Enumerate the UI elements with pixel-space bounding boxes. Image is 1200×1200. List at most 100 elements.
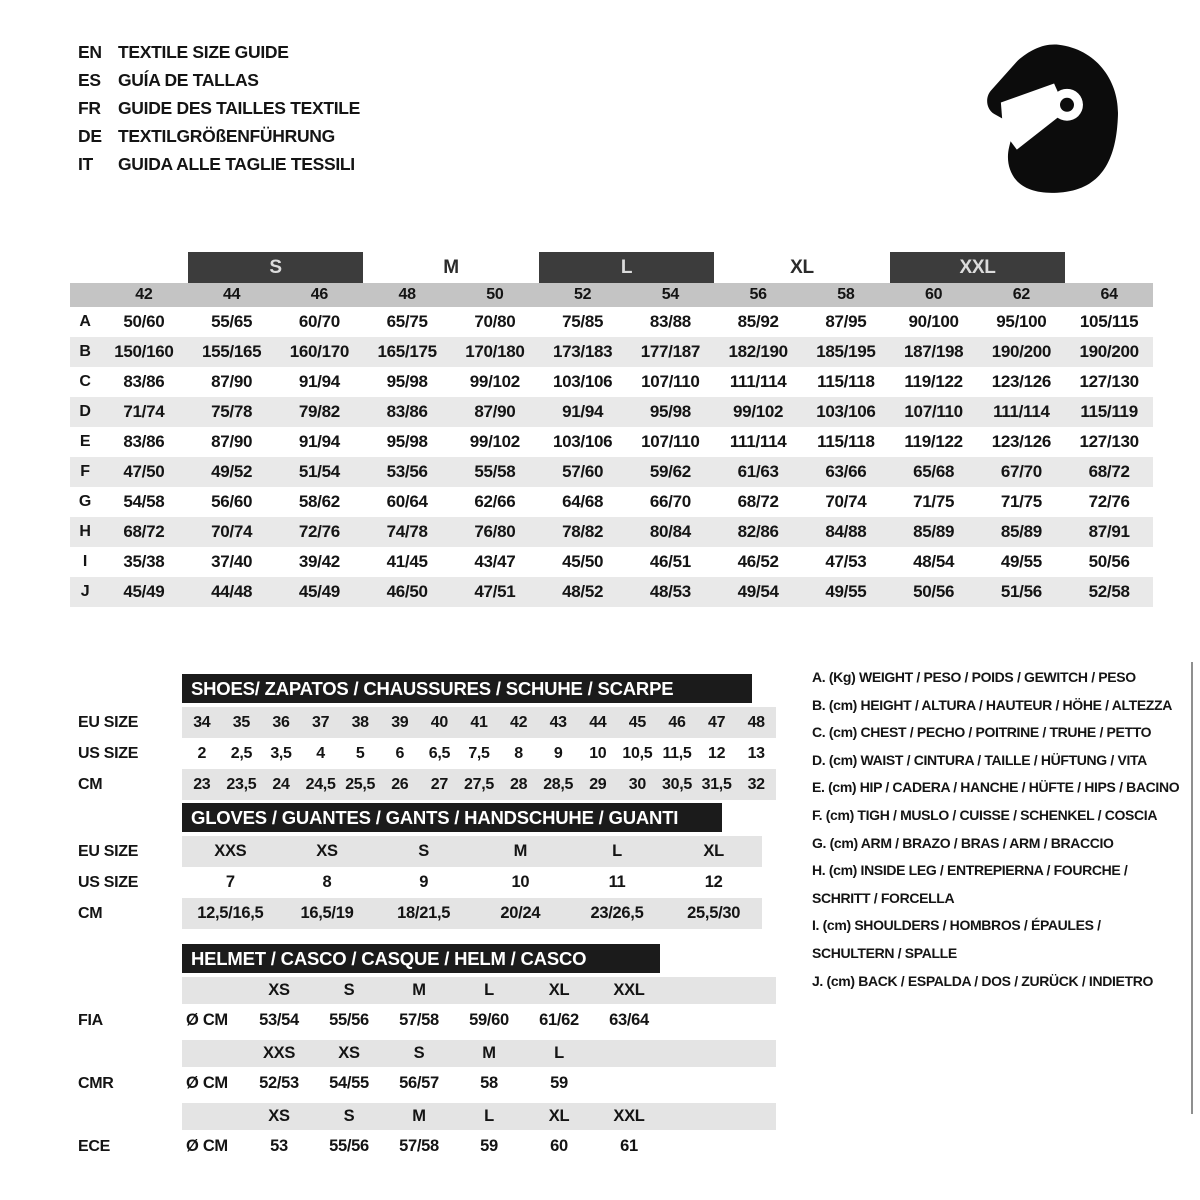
size-cell: 3,5 [270,744,292,762]
row-label: CM [78,775,103,793]
measurement-row: I 35/38 37/40 39/42 41/45 43/47 45/50 46/51 46/5… [70,547,1153,577]
size-cell: 28 [509,775,528,793]
value-band: 12,5/16,5 16,5/19 18/21,5 20/24 23/26,5 25,5/… [182,898,762,929]
value-band: Ø CM 53 55/56 57/58 59 60 61 [182,1130,776,1163]
diameter-cell: 53/54 [259,1011,299,1029]
size-number: 52 [574,286,592,303]
size-cell: 5 [355,744,365,762]
size-cell: 39 [391,713,409,731]
guide-title: GUIDE DES TAILLES TEXTILE [118,97,361,118]
measurement-cell: 53/56 [386,462,428,481]
size-cell: 36 [272,713,290,731]
measurement-cell: 67/70 [1000,462,1042,481]
measurement-cell: 45/50 [562,552,604,571]
size-cell: 25,5/30 [687,904,741,922]
size-number-row: 42 44 46 48 50 52 54 56 58 60 62 64 [70,283,1153,307]
row-letter: B [79,343,91,360]
size-group-s: S [187,252,364,283]
size-cell: XS [316,842,338,860]
measurement-cell: 87/91 [1088,522,1130,541]
measurement-cell: 46/52 [737,552,779,571]
size-row: US SIZE 2 2,5 3,5 4 5 6 6,5 7,5 8 9 10 10,5 11,5 12 13 [70,738,784,769]
size-cell: 10,5 [622,744,653,762]
measurement-cell: 85/89 [1000,522,1042,541]
size-cell: 37 [311,713,330,731]
measurement-cell: 76/80 [474,522,516,541]
size-number: 60 [925,286,943,303]
size-cell: S [418,842,430,860]
size-group-row: S M L XL XXL [70,252,1153,283]
measurement-cell: 99/102 [469,372,521,391]
standard-label: FIA [78,1011,103,1029]
size-cell: 16,5/19 [300,904,354,922]
size-cell: 30,5 [662,775,692,793]
language-code: EN [78,41,102,62]
size-cell: 20/24 [500,904,541,922]
measurement-cell: 44/48 [211,582,253,601]
size-row: EU SIZE 34 35 36 37 38 39 40 41 42 43 44 45 46 47 48 [70,707,784,738]
diameter-cell: 63/64 [609,1011,649,1029]
size-cell: 24,5 [305,775,336,793]
size-band: XXS XS S M L [182,1040,776,1067]
size-cell: 9 [553,744,563,762]
size-band: XS S M L XL XXL [182,977,776,1004]
measurement-cell: 51/56 [1000,582,1042,601]
size-cell: 23/26,5 [590,904,644,922]
language-title-list: EN TEXTILE SIZE GUIDE ES GUÍA DE TALLAS FR GU… [78,38,360,178]
size-number: 56 [749,286,768,303]
shoes-size-table: SHOES/ ZAPATOS / CHAUSSURES / SCHUHE / S… [70,674,784,800]
measurement-cell: 78/82 [562,522,604,541]
measurement-cell: 187/198 [903,342,964,361]
size-row: EU SIZE XXS XS S M L XL [70,836,784,867]
size-cell: M [482,1044,496,1062]
measurement-cell: 95/98 [386,372,428,391]
row-label [70,1040,182,1067]
size-group-m: M [443,256,459,278]
diameter-cell: 61 [620,1137,638,1155]
measurement-cell: 74/78 [386,522,428,541]
size-cell: XXL [613,1107,645,1125]
measurement-cell: 68/72 [123,522,165,541]
diameter-cell: 53 [270,1137,288,1155]
measurement-cell: 62/66 [474,492,516,511]
size-cell: 34 [193,713,211,731]
measurement-cell: 50/60 [123,312,165,331]
size-cell: 46 [668,713,686,731]
measurement-cell: 107/110 [904,402,963,421]
standard-label: CMR [78,1074,114,1092]
size-cell: 6 [395,744,405,762]
diameter-cell: 59 [550,1074,568,1092]
helmet-value-row: ECE Ø CM 53 55/56 57/58 59 60 61 [70,1130,784,1163]
size-cell: 47 [707,713,726,731]
value-band: 23 23,5 24 24,5 25,5 26 27 27,5 28 28,5 29 30 30,5 31… [182,769,776,800]
size-cell: 38 [351,713,370,731]
measurement-cell: 123/126 [991,432,1052,451]
measurement-cell: 190/200 [991,342,1052,361]
size-cell: XL [548,1107,570,1125]
size-cell: 6,5 [428,744,451,762]
size-group-xl: XL [790,256,814,278]
guide-title: TEXTILE SIZE GUIDE [118,41,289,62]
measurement-cell: 50/56 [913,582,955,601]
row-letter: C [79,373,91,390]
measurement-cell: 56/60 [211,492,253,511]
measurement-cell: 48/53 [649,582,691,601]
measurement-cell: 43/47 [474,552,516,571]
measurement-cell: 90/100 [908,312,960,331]
size-cell: 27 [430,775,449,793]
size-cell: M [412,981,426,999]
size-number: 46 [310,286,329,303]
measurement-cell: 111/114 [729,372,787,391]
legend-line: I. (cm) SHOULDERS / HOMBROS / ÉPAULES / [812,917,1101,934]
size-number: 44 [223,286,241,303]
size-cell: 27,5 [464,775,494,793]
diameter-cell: 55/56 [329,1011,369,1029]
measurement-cell: 85/89 [913,522,955,541]
diameter-cell: 58 [480,1074,498,1092]
size-cell: S [343,1107,355,1125]
language-code: IT [78,153,93,174]
diameter-cell: 56/57 [399,1074,439,1092]
measurement-cell: 99/102 [469,432,521,451]
measurement-cell: 91/94 [298,432,340,451]
unit-label: Ø CM [186,1074,228,1092]
